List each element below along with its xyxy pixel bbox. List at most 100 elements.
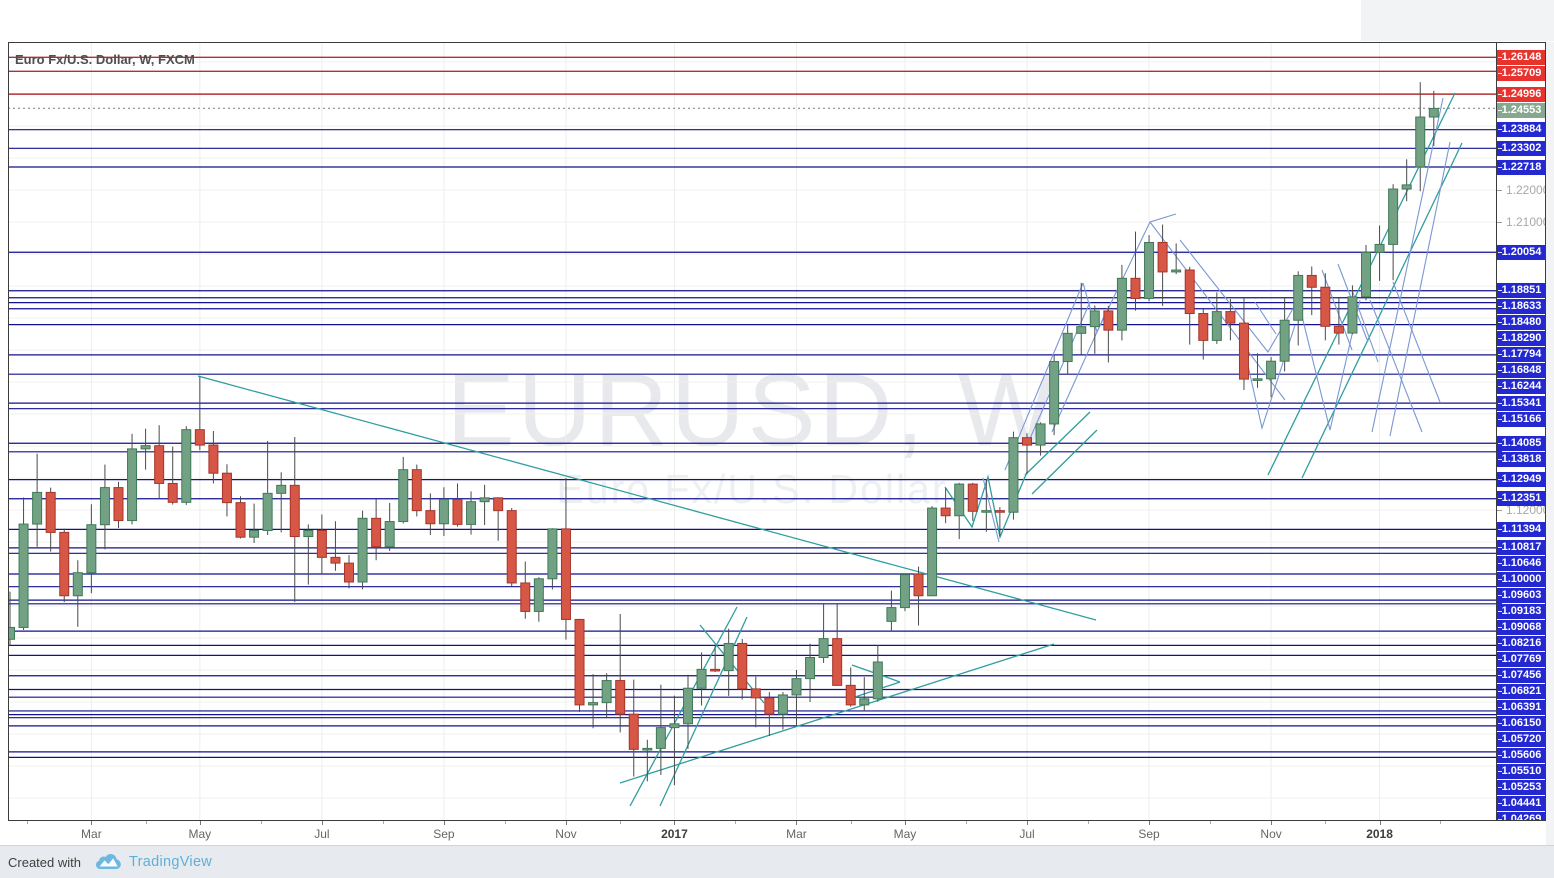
candle-up[interactable] [872, 661, 883, 700]
candle-up[interactable] [127, 448, 138, 522]
time-tick-label[interactable]: Sep [1138, 827, 1160, 841]
price-level-badge[interactable]: 1.11394 [1497, 521, 1546, 537]
candle-down[interactable] [615, 680, 626, 715]
candle-up[interactable] [1049, 361, 1060, 425]
candle-up[interactable] [669, 723, 680, 729]
candle-up[interactable] [1035, 423, 1046, 446]
candle-down[interactable] [221, 472, 232, 504]
candle-up[interactable] [1211, 311, 1222, 341]
candle-up[interactable] [805, 657, 816, 680]
candle-down[interactable] [994, 510, 1005, 513]
candle-up[interactable] [1361, 251, 1371, 298]
price-level-badge[interactable]: 1.23884 [1497, 122, 1546, 138]
candle-up[interactable] [1347, 296, 1358, 334]
price-level-badge[interactable]: 1.14085 [1497, 435, 1546, 451]
candle-up[interactable] [655, 727, 666, 749]
candle-up[interactable] [384, 521, 395, 548]
candle-up[interactable] [1428, 107, 1439, 118]
candle-up[interactable] [1076, 326, 1087, 334]
candle-up[interactable] [642, 747, 653, 751]
candle-up[interactable] [1062, 332, 1073, 363]
price-level-badge[interactable]: 1.18480 [1497, 315, 1546, 331]
price-level-badge[interactable]: 1.25709 [1497, 65, 1546, 81]
candle-down[interactable] [235, 502, 246, 538]
candle-up[interactable] [1171, 269, 1182, 273]
candle-up[interactable] [479, 497, 490, 503]
price-level-badge[interactable]: 1.06150 [1497, 716, 1546, 732]
candle-down[interactable] [1130, 277, 1141, 299]
price-level-badge[interactable]: 1.10817 [1497, 540, 1546, 556]
price-level-badge[interactable]: 1.15166 [1497, 411, 1546, 427]
price-level-badge[interactable]: 1.09183 [1497, 604, 1546, 620]
candle-down[interactable] [493, 497, 504, 512]
candle-down[interactable] [940, 507, 951, 517]
time-tick-label[interactable]: 2017 [661, 827, 688, 841]
price-level-badge[interactable]: 1.05720 [1497, 732, 1546, 748]
candle-up[interactable] [140, 445, 151, 450]
time-tick-label[interactable]: Nov [1260, 827, 1282, 841]
candle-up[interactable] [303, 529, 314, 538]
candle-down[interactable] [1306, 274, 1317, 288]
candle-down[interactable] [1022, 437, 1032, 446]
candle-up[interactable] [1089, 310, 1100, 328]
price-level-badge[interactable]: 1.18290 [1497, 331, 1546, 347]
candle-up[interactable] [588, 702, 599, 706]
candle-up[interactable] [1401, 184, 1412, 190]
candle-up[interactable] [466, 501, 477, 525]
price-level-badge[interactable]: 1.10646 [1497, 556, 1546, 572]
candle-down[interactable] [316, 529, 327, 558]
candle-up[interactable] [954, 483, 965, 517]
candle-up[interactable] [18, 523, 29, 628]
tradingview-logo-icon[interactable] [95, 853, 122, 871]
price-level-badge[interactable]: 1.23302 [1497, 140, 1546, 156]
candle-down[interactable] [560, 528, 571, 620]
candle-up[interactable] [683, 687, 693, 725]
candle-down[interactable] [1225, 311, 1236, 324]
candle-down[interactable] [1333, 325, 1344, 334]
candle-down[interactable] [411, 469, 422, 512]
time-tick-label[interactable]: May [893, 827, 917, 841]
candle-up[interactable] [547, 528, 558, 580]
time-tick-label[interactable]: Mar [786, 827, 807, 841]
price-level-badge[interactable]: 1.06821 [1497, 684, 1546, 700]
candle-up[interactable] [1388, 188, 1399, 245]
candle-down[interactable] [1198, 313, 1209, 341]
candle-up[interactable] [438, 498, 449, 525]
price-level-badge[interactable]: 1.04441 [1497, 796, 1546, 812]
candle-up[interactable] [927, 507, 938, 597]
candle-down[interactable] [845, 684, 856, 706]
candle-up[interactable] [6, 626, 15, 640]
candle-up[interactable] [1279, 319, 1290, 362]
tradingview-brand-text[interactable]: TradingView [128, 854, 213, 870]
candle-up[interactable] [86, 524, 97, 574]
time-tick-label[interactable]: Sep [433, 827, 455, 841]
price-level-badge[interactable]: 1.12351 [1497, 491, 1546, 507]
candle-up[interactable] [249, 529, 260, 538]
symbol-title[interactable]: Euro Fx/U.S. Dollar, W, FXCM [15, 52, 195, 67]
price-level-badge[interactable]: 1.24996 [1497, 86, 1546, 102]
candle-up[interactable] [398, 469, 409, 523]
price-level-badge[interactable]: 1.05253 [1497, 780, 1546, 796]
candle-down[interactable] [1103, 310, 1114, 331]
candle-down[interactable] [506, 510, 517, 584]
candle-up[interactable] [886, 607, 897, 622]
time-axis[interactable]: Mar May Jul Sep Nov 2017 Mar May Jul Sep Nov 2018 [0, 820, 1546, 845]
candle-down[interactable] [344, 562, 354, 583]
candle-up[interactable] [818, 638, 829, 659]
candle-up[interactable] [791, 678, 802, 696]
price-level-badge[interactable]: 1.18851 [1497, 283, 1546, 299]
price-level-badge[interactable]: 1.10000 [1497, 572, 1546, 588]
candle-up[interactable] [777, 694, 788, 715]
candle-down[interactable] [1157, 241, 1168, 273]
candle-down[interactable] [1184, 269, 1195, 315]
price-level-badge[interactable]: 1.05606 [1497, 748, 1546, 764]
candle-up[interactable] [723, 642, 734, 672]
candle-up[interactable] [899, 574, 910, 609]
candle-down[interactable] [628, 713, 639, 750]
candle-up[interactable] [981, 510, 992, 513]
candle-up[interactable] [1252, 378, 1263, 381]
current-price-badge[interactable]: 1.24553 [1497, 102, 1546, 118]
price-level-badge[interactable]: 1.05510 [1497, 764, 1546, 780]
time-tick-label[interactable]: 2018 [1366, 827, 1393, 841]
